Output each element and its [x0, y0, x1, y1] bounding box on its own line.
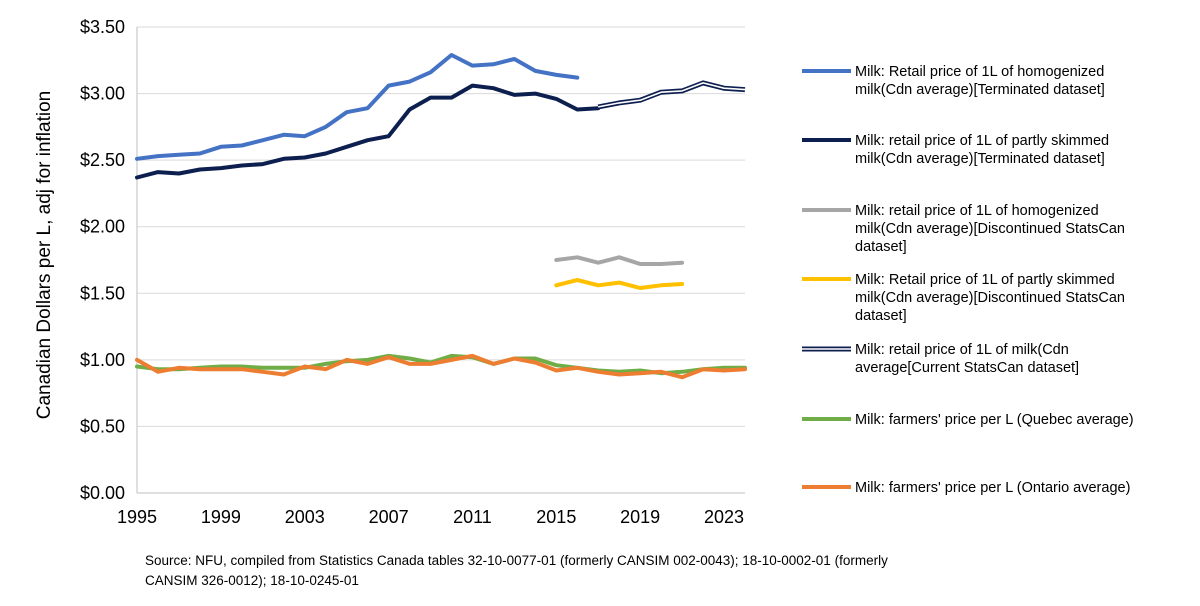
- legend-label: Milk: Retail price of 1L of homogenized: [855, 64, 1104, 80]
- x-tick-label: 2015: [536, 507, 576, 527]
- grid: [137, 26, 745, 427]
- legend-label: Milk: retail price of 1L of homogenized: [855, 203, 1099, 219]
- y-tick-label: $0.00: [80, 483, 125, 503]
- legend-label: milk(Cdn average)[Discontinued StatsCan: [855, 290, 1125, 306]
- y-tick-label: $3.50: [80, 17, 125, 37]
- legend-item-partly-skimmed-discontinued: Milk: Retail price of 1L of partly skimm…: [802, 272, 1125, 324]
- legend-item-current-statscan: Milk: retail price of 1L of milk(Cdn aver…: [802, 342, 1079, 376]
- source-note: Source: NFU, compiled from Statistics Ca…: [145, 553, 888, 588]
- y-tick-label: $1.50: [80, 283, 125, 303]
- legend-label: milk(Cdn average)[Terminated dataset]: [855, 151, 1105, 167]
- y-tick-label: $3.00: [80, 84, 125, 104]
- x-tick-label: 1999: [201, 507, 241, 527]
- series-line-homogenized-terminated: [135, 53, 580, 161]
- y-axis-ticks: $0.00 $0.50 $1.00 $1.50 $2.00 $2.50 $3.00 $3.50: [80, 17, 125, 503]
- y-tick-label: $1.00: [80, 350, 125, 370]
- x-tick-label: 2007: [369, 507, 409, 527]
- x-axis-ticks: 1995 1999 2003 2007 2011 2015 2019 2023: [117, 507, 744, 527]
- legend-label: Milk: farmers' price per L (Quebec avera…: [855, 412, 1134, 428]
- legend-label: Milk: retail price of 1L of partly skimm…: [855, 133, 1109, 149]
- series-line-farmers-quebec: [135, 353, 747, 376]
- legend-item-farmers-ontario: Milk: farmers' price per L (Ontario aver…: [802, 480, 1130, 496]
- series-line-homogenized-discontinued: [554, 255, 685, 266]
- series-line-current-statscan-inner: [598, 82, 746, 108]
- legend-label: Milk: Retail price of 1L of partly skimm…: [855, 272, 1115, 288]
- legend-label: dataset]: [855, 239, 907, 255]
- legend-label: milk(Cdn average)[Discontinued StatsCan: [855, 221, 1125, 237]
- legend-label: Milk: retail price of 1L of milk(Cdn: [855, 342, 1069, 358]
- legend: Milk: Retail price of 1L of homogenized m…: [802, 64, 1134, 496]
- y-axis-label: Canadian Dollars per L, adj for inflatio…: [34, 91, 55, 419]
- axes: [136, 27, 745, 494]
- legend-label: average[Current StatsCan dataset]: [855, 360, 1079, 376]
- legend-item-homogenized-discontinued: Milk: retail price of 1L of homogenized m…: [802, 203, 1125, 255]
- legend-item-farmers-quebec: Milk: farmers' price per L (Quebec avera…: [802, 412, 1134, 428]
- legend-item-partly-skimmed-terminated: Milk: retail price of 1L of partly skimm…: [802, 133, 1109, 167]
- series-line-farmers-ontario: [135, 353, 747, 380]
- source-text: CANSIM 326-0012); 18-10-0245-01: [145, 573, 359, 588]
- series-lines: [135, 53, 747, 380]
- source-text: Source: NFU, compiled from Statistics Ca…: [145, 553, 888, 568]
- x-tick-label: 2019: [620, 507, 660, 527]
- legend-item-homogenized-terminated: Milk: Retail price of 1L of homogenized m…: [802, 64, 1105, 98]
- x-tick-label: 2003: [285, 507, 325, 527]
- legend-label: Milk: farmers' price per L (Ontario aver…: [855, 480, 1130, 496]
- x-tick-label: 1995: [117, 507, 157, 527]
- y-tick-label: $2.50: [80, 150, 125, 170]
- series-line-partly-skimmed-discontinued: [554, 278, 685, 290]
- legend-label: dataset]: [855, 308, 907, 324]
- x-tick-label: 2011: [453, 507, 492, 527]
- y-tick-label: $0.50: [80, 416, 125, 436]
- legend-label: milk(Cdn average)[Terminated dataset]: [855, 82, 1105, 98]
- series-line-partly-skimmed-terminated: [135, 83, 601, 180]
- y-tick-label: $2.00: [80, 217, 125, 237]
- x-tick-label: 2023: [704, 507, 744, 527]
